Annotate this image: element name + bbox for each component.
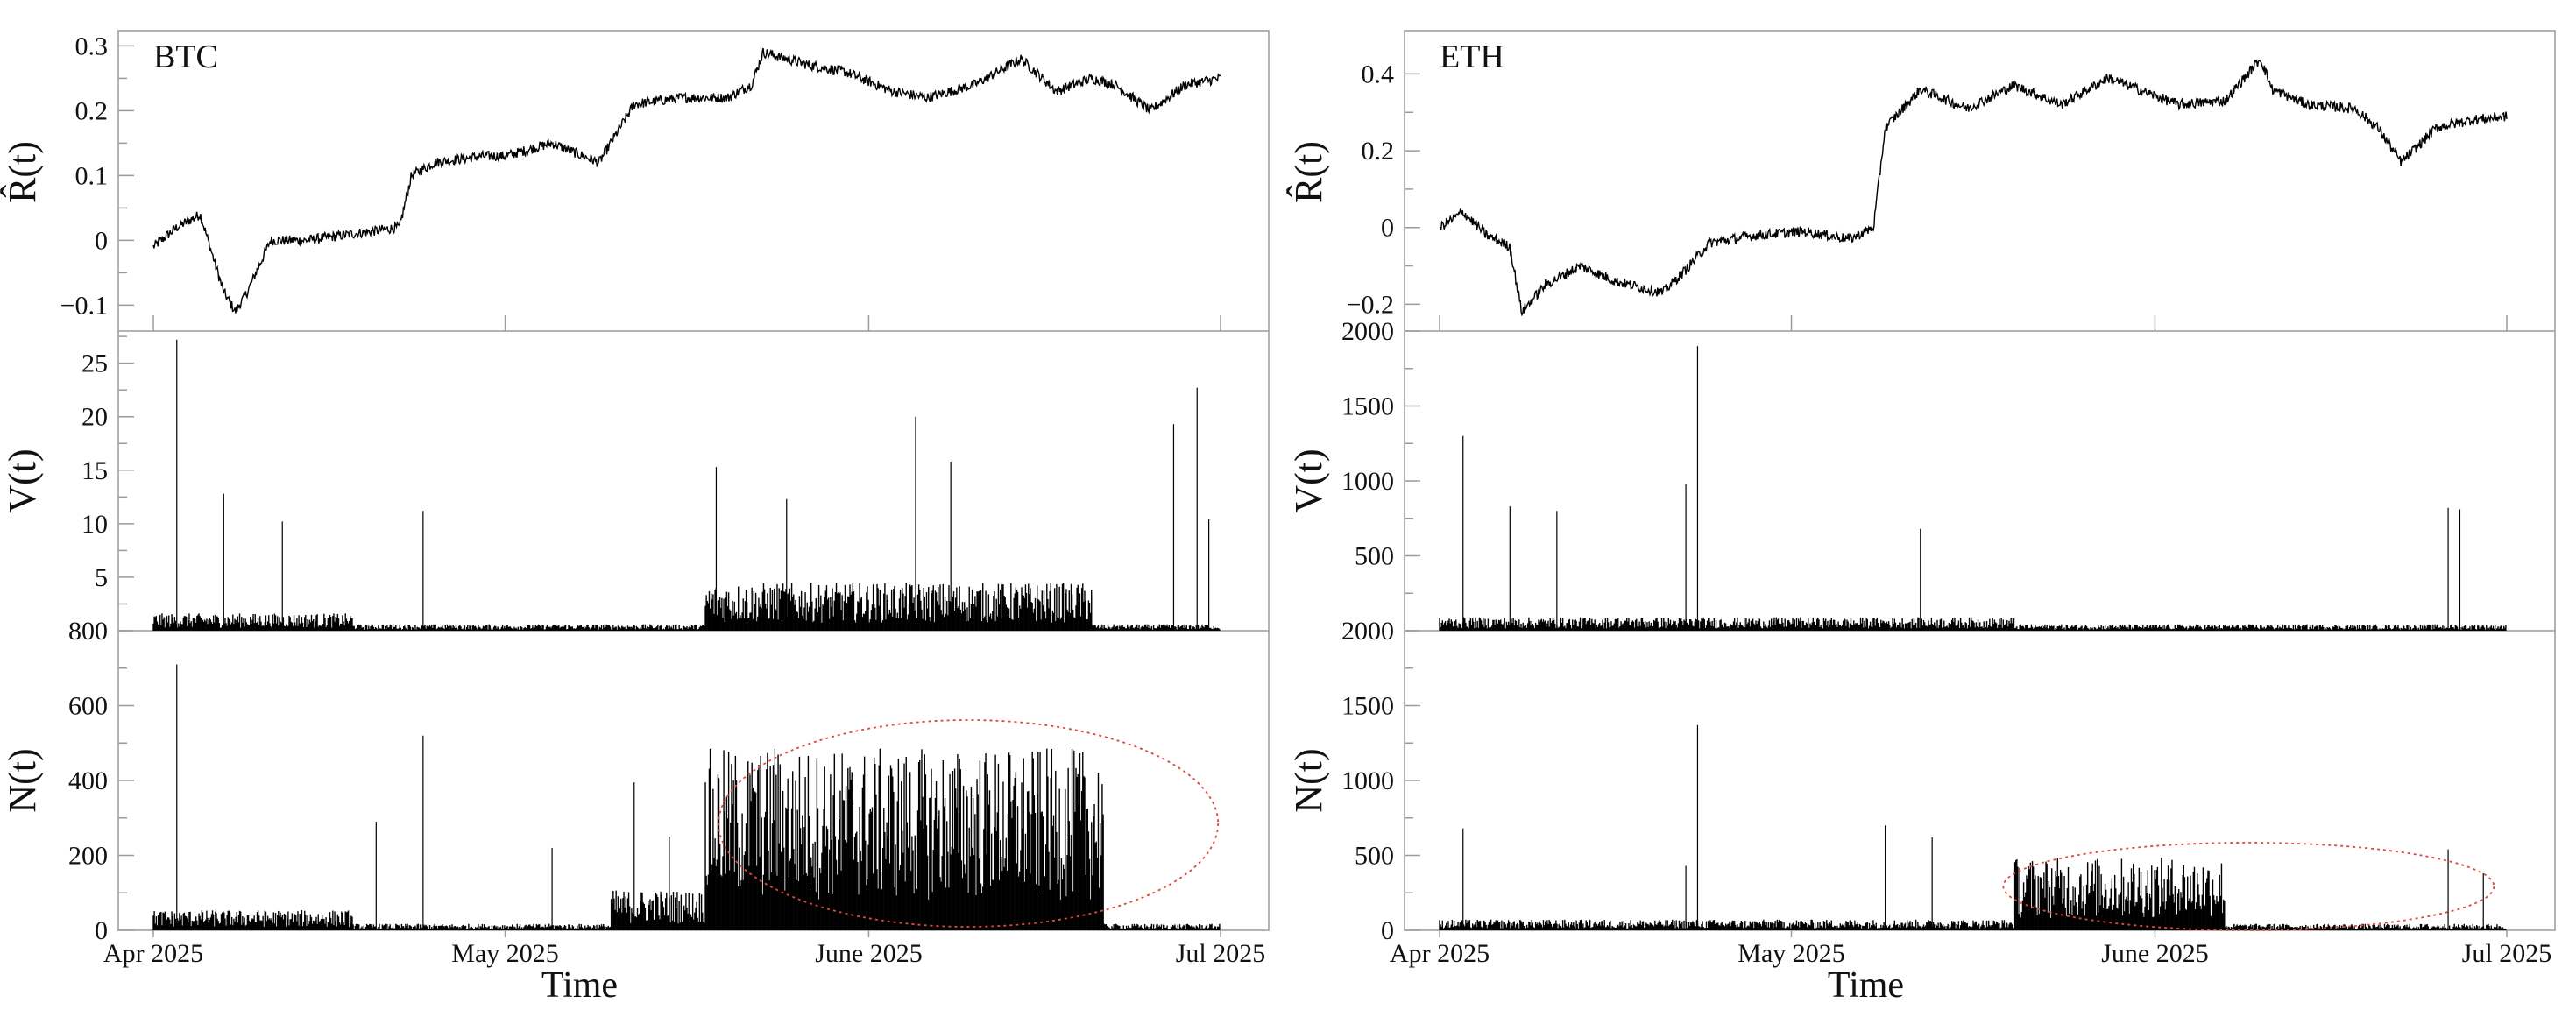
- plot-frame: [117, 30, 1270, 931]
- btc-figure: −0.1 0 0.1 0.2 0.3 R̂(t) BTC 5 10 15 20 25 V(t) 0 200 4…: [0, 30, 1270, 1006]
- y-axis-label: N(t): [1, 748, 44, 812]
- x-tick-label: Jul 2025: [2462, 939, 2552, 968]
- y-tick-label: 0.3: [75, 32, 109, 60]
- eth-panel-R: −0.2 0 0.2 0.4 R̂(t) ETH: [1286, 39, 2508, 331]
- highlight-ellipse: [718, 719, 1220, 928]
- y-tick-label: 0: [95, 916, 108, 945]
- y-tick-label: 400: [68, 766, 108, 795]
- highlight-ellipse: [2002, 842, 2495, 931]
- y-tick-label: 0.1: [75, 161, 109, 190]
- asset-label: BTC: [153, 39, 218, 75]
- y-tick-label: 0: [1381, 916, 1394, 945]
- y-tick-label: 15: [81, 456, 108, 485]
- btc-panel-N: 0 200 400 600 800 N(t) Apr 2025 May 2025 June 20…: [1, 617, 1265, 1006]
- asset-label: ETH: [1440, 39, 1504, 75]
- btc-return-series-line: [152, 47, 1221, 314]
- x-axis-label: Time: [541, 965, 618, 1006]
- eth-return-series-line: [1439, 59, 2508, 317]
- y-axis-label: V(t): [1287, 448, 1330, 512]
- y-tick-label: 20: [81, 403, 108, 432]
- y-axis-label: V(t): [1, 448, 44, 512]
- y-axis-label: N(t): [1287, 748, 1330, 812]
- y-axis-label: R̂(t): [0, 141, 44, 203]
- eth-panel-V: 500 1000 1500 2000 V(t): [1287, 317, 2507, 632]
- noise-bars: [152, 748, 1221, 930]
- y-tick-label: 0: [95, 226, 108, 255]
- eth-figure: −0.2 0 0.2 0.4 R̂(t) ETH 500 1000 1500 2000 V(t) 0 5…: [1286, 30, 2556, 1006]
- x-tick-label: May 2025: [451, 939, 559, 968]
- x-axis-label: Time: [1828, 965, 1904, 1006]
- eth-panel-N: 0 500 1000 1500 2000 N(t) Apr 2025 May 2025 June…: [1287, 617, 2551, 1006]
- y-tick-label: 1000: [1341, 467, 1394, 496]
- noise-bars: [1439, 858, 2507, 930]
- x-tick-label: June 2025: [815, 939, 923, 968]
- btc-panel-V: 5 10 15 20 25 V(t): [1, 335, 1221, 632]
- y-tick-label: 25: [81, 350, 108, 378]
- x-tick-label: June 2025: [2101, 939, 2209, 968]
- y-tick-label: −0.2: [1347, 290, 1394, 319]
- x-tick-label: May 2025: [1737, 939, 1845, 968]
- y-tick-label: −0.1: [60, 291, 108, 320]
- y-axis-label: R̂(t): [1286, 141, 1330, 203]
- y-tick-label: 600: [68, 692, 108, 721]
- x-tick-label: Apr 2025: [1390, 939, 1490, 968]
- y-tick-label: 200: [68, 842, 108, 871]
- y-tick-label: 1500: [1341, 392, 1394, 421]
- y-tick-label: 1500: [1341, 692, 1394, 721]
- y-tick-label: 2000: [1341, 317, 1394, 346]
- y-tick-label: 0: [1381, 214, 1394, 243]
- y-tick-label: 0.4: [1362, 60, 1395, 88]
- y-tick-label: 800: [68, 617, 108, 646]
- noise-bars: [1439, 617, 2507, 631]
- x-tick-label: Jul 2025: [1176, 939, 1266, 968]
- y-tick-label: 500: [1355, 542, 1394, 571]
- y-tick-label: 0.2: [1362, 137, 1395, 166]
- noise-bars: [152, 583, 1221, 631]
- plot-frame: [1404, 30, 2556, 931]
- y-tick-label: 10: [81, 510, 108, 539]
- y-tick-label: 5: [95, 563, 108, 592]
- y-tick-label: 1000: [1341, 766, 1394, 795]
- y-tick-label: 500: [1355, 842, 1394, 871]
- btc-panel-R: −0.1 0 0.1 0.2 0.3 R̂(t) BTC: [0, 32, 1221, 331]
- x-tick-label: Apr 2025: [103, 939, 203, 968]
- y-tick-label: 2000: [1341, 617, 1394, 646]
- y-tick-label: 0.2: [75, 96, 109, 125]
